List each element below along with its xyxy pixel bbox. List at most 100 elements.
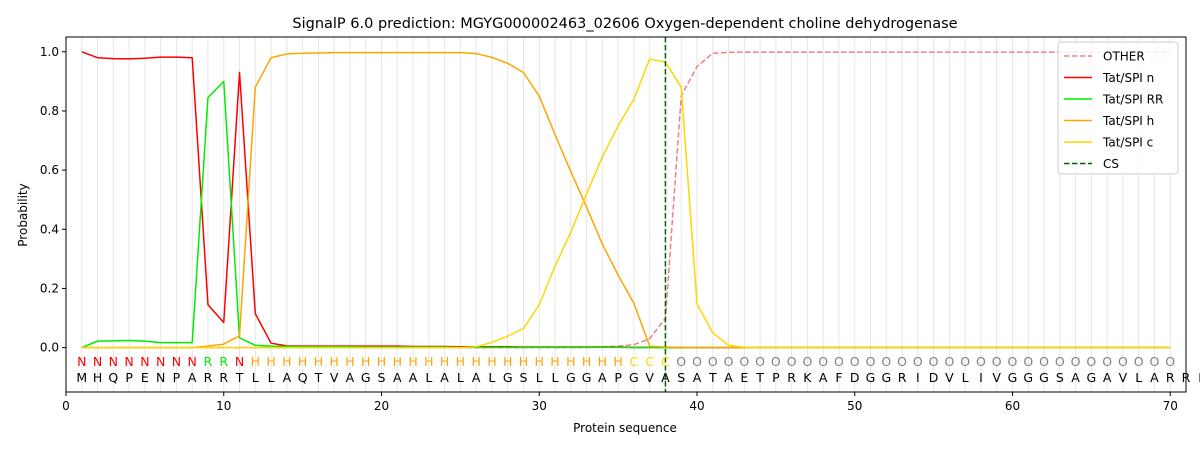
y-tick-label: 1.0 (40, 45, 59, 59)
annotation-label: O (881, 354, 891, 369)
annotation-label: O (724, 354, 734, 369)
annotation-label: H (424, 354, 433, 369)
annotation-label: O (992, 354, 1002, 369)
annotation-label: R (204, 354, 213, 369)
series-line-0 (81, 51, 1171, 349)
annotation-label: O (929, 354, 939, 369)
sequence-residue: A (1150, 370, 1159, 385)
sequence-residue: I (916, 370, 920, 385)
annotation-label: H (471, 354, 480, 369)
legend-label: Tat/SPI n (1102, 71, 1154, 85)
annotation-label: O (1023, 354, 1033, 369)
annotation-label: O (818, 354, 828, 369)
y-tick-label: 0.6 (40, 163, 59, 177)
sequence-residue: A (283, 370, 292, 385)
sequence-residue: A (693, 370, 702, 385)
series-line-1 (81, 51, 1171, 349)
annotation-label: O (771, 354, 781, 369)
y-tick-label: 0.0 (40, 341, 59, 355)
annotation-label: H (456, 354, 465, 369)
sequence-residue: E (740, 370, 748, 385)
legend-label: Tat/SPI c (1102, 136, 1153, 150)
annotation-label: C (630, 354, 639, 369)
sequence-residue: G (361, 370, 371, 385)
sequence-residue: K (803, 370, 812, 385)
x-tick-label: 40 (689, 399, 704, 413)
legend-label: Tat/SPI RR (1102, 93, 1163, 107)
sequence-residue: R (219, 370, 228, 385)
sequence-residue: M (76, 370, 87, 385)
annotation-label: H (361, 354, 370, 369)
series-line-3 (81, 51, 1171, 349)
sequence-residue: Q (298, 370, 308, 385)
sequence-residue: S (677, 370, 685, 385)
legend-label: OTHER (1103, 50, 1145, 64)
annotation-label: O (834, 354, 844, 369)
annotation-label: N (235, 354, 244, 369)
y-tick-label: 0.2 (40, 281, 59, 295)
sequence-residue: L (962, 370, 969, 385)
annotation-label: N (188, 354, 197, 369)
annotation-label: N (156, 354, 165, 369)
legend: OTHER Tat/SPI n Tat/SPI RR Tat/SPI h Tat/SPI… (1057, 41, 1179, 175)
sequence-residue: T (235, 370, 244, 385)
annotation-label: H (566, 354, 575, 369)
annotation-label: O (976, 354, 986, 369)
sequence-residue: V (992, 370, 1001, 385)
sequence-residue: N (156, 370, 165, 385)
sequence-residue: G (503, 370, 513, 385)
annotation-label: O (755, 354, 765, 369)
annotation-label: R (219, 354, 228, 369)
annotation-label: H (440, 354, 449, 369)
annotation-label: O (676, 354, 686, 369)
sequence-residue: V (945, 370, 954, 385)
sequence-residue: A (598, 370, 607, 385)
sequence-residue: G (1087, 370, 1097, 385)
series-line-2 (81, 80, 1171, 349)
annotation-label: O (944, 354, 954, 369)
annotation-label: N (172, 354, 181, 369)
sequence-residue: L (425, 370, 432, 385)
sequence-residue: L (1135, 370, 1142, 385)
annotation-label: H (266, 354, 275, 369)
annotation-label: N (124, 354, 133, 369)
sequence-residue: S (1056, 370, 1064, 385)
sequence-residue: A (661, 370, 670, 385)
annotation-label: H (345, 354, 354, 369)
series-line-4 (81, 58, 1171, 349)
axes: 0 10 20 30 40 50 60 70 0.0 0.2 0.4 0.6 0.8 1.0 (40, 45, 1178, 413)
sequence-residue: I (979, 370, 983, 385)
series-lines (81, 37, 1171, 392)
sequence-residue: G (582, 370, 592, 385)
sequence-residue: D (929, 370, 939, 385)
annotation-label: O (960, 354, 970, 369)
annotation-label: O (787, 354, 797, 369)
annotation-label: H (251, 354, 260, 369)
annotation-label: H (393, 354, 402, 369)
annotation-label: O (739, 354, 749, 369)
annotation-label: H (503, 354, 512, 369)
annotation-label: H (408, 354, 417, 369)
sequence-residue: H (93, 370, 102, 385)
chart-title: SignalP 6.0 prediction: MGYG000002463_02… (292, 16, 957, 32)
annotation-label: O (692, 354, 702, 369)
sequence-residue: R (898, 370, 907, 385)
sequence-residue: G (566, 370, 576, 385)
sequence-residue: R (1166, 370, 1175, 385)
annotation-label: H (582, 354, 591, 369)
sequence-residue: V (645, 370, 654, 385)
annotation-label: O (1008, 354, 1018, 369)
sequence-residue: L (252, 370, 259, 385)
x-tick-label: 30 (532, 399, 547, 413)
annotation-label: O (1150, 354, 1160, 369)
x-tick-label: 50 (847, 399, 862, 413)
sequence-residue: L (552, 370, 559, 385)
sequence-residue: P (772, 370, 780, 385)
sequence-residue: T (708, 370, 717, 385)
sequence-residue: A (409, 370, 418, 385)
sequence-residue: G (866, 370, 876, 385)
sequence-residue: A (346, 370, 355, 385)
x-tick-label: 60 (1005, 399, 1020, 413)
annotation-label: O (1055, 354, 1065, 369)
